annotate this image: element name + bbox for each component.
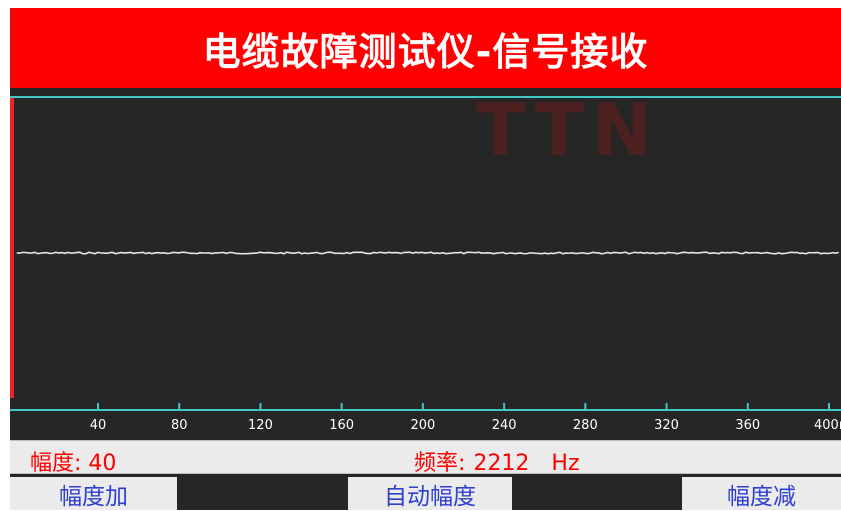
status-bar: 幅度: 40 频率: 2212 Hz: [10, 440, 841, 477]
x-tick-label: 120: [248, 418, 273, 433]
frequency-label: 频率:: [414, 451, 466, 476]
plot-left-marker: [10, 98, 14, 398]
watermark-logo: TTN: [476, 88, 661, 172]
app-title: 电缆故障测试仪-信号接收: [202, 29, 649, 74]
x-axis-line: [10, 409, 841, 411]
signal-trace-svg: [16, 251, 839, 410]
x-tick-label: 280: [572, 418, 598, 433]
amplitude-increase-button[interactable]: 幅度加: [10, 477, 177, 510]
x-tick-label: 80: [170, 418, 188, 433]
frequency-readout: 频率: 2212 Hz: [414, 445, 580, 477]
amplitude-label: 幅度:: [30, 451, 82, 476]
amplitude-readout: 幅度: 40: [30, 445, 116, 477]
x-tick-label: 200: [410, 418, 436, 433]
amplitude-value: 40: [88, 451, 117, 476]
signal-trace-line: [16, 251, 839, 255]
frequency-unit: Hz: [551, 451, 580, 476]
button-bar: 幅度加 自动幅度 幅度减: [10, 474, 841, 510]
x-tick-label: 240: [491, 418, 517, 433]
amplitude-decrease-button[interactable]: 幅度减: [682, 477, 841, 510]
plot-top-border: [10, 96, 841, 98]
signal-plot: TTN 40 80 120 160 200 240 280 320 360 400m: [10, 88, 841, 440]
x-tick-label: 160: [329, 418, 355, 433]
x-tick-label: 400m: [814, 418, 841, 433]
frequency-value: 2212: [473, 451, 530, 476]
x-tick-label: 360: [735, 418, 761, 433]
auto-amplitude-button[interactable]: 自动幅度: [348, 477, 512, 510]
x-tick-label: 320: [654, 418, 679, 433]
x-tick-label: 40: [89, 418, 107, 433]
title-bar: 电缆故障测试仪-信号接收: [10, 8, 841, 88]
